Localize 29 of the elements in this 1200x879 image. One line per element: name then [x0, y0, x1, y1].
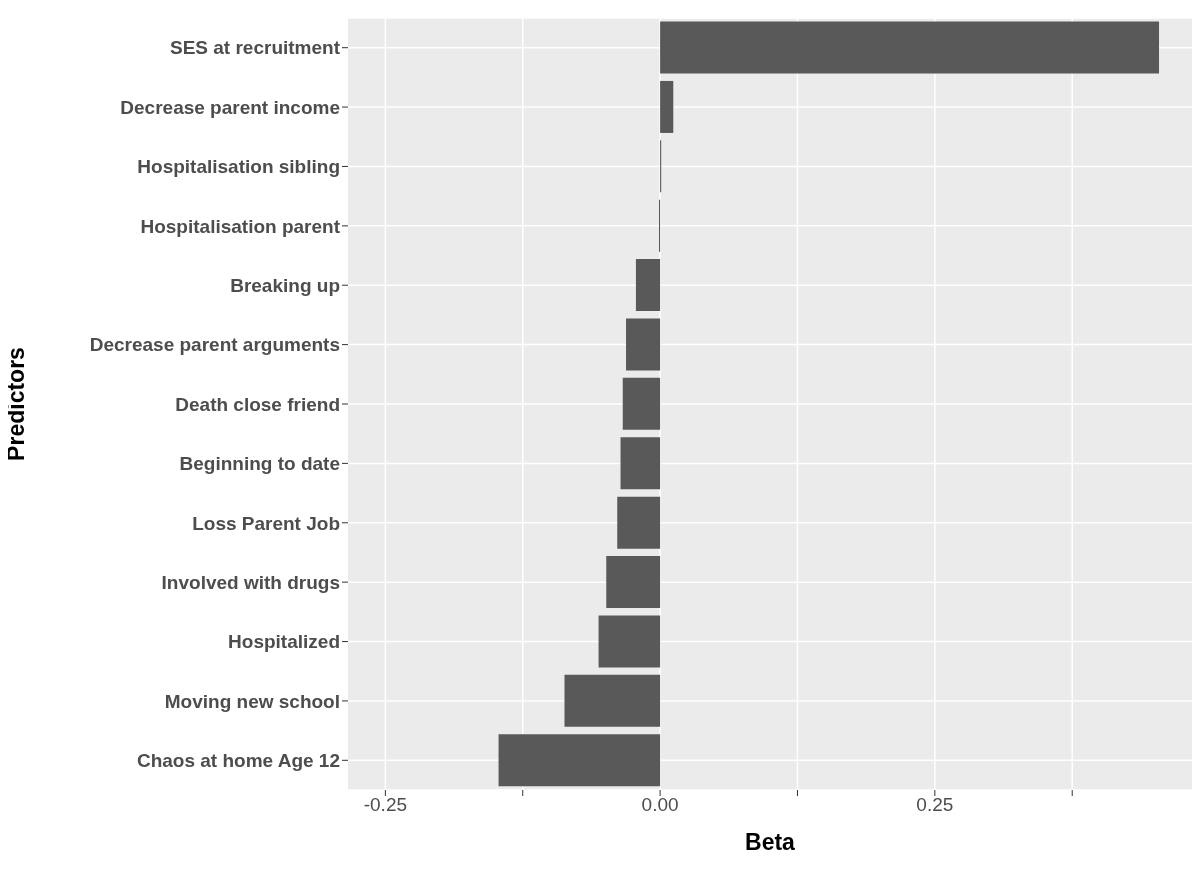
- y-tick-label: Beginning to date: [179, 453, 340, 475]
- y-tick-label: Moving new school: [164, 690, 340, 712]
- bar: [622, 377, 661, 430]
- x-tick-label: -0.25: [363, 794, 408, 816]
- y-tick-label: Decrease parent income: [120, 96, 340, 118]
- y-tick-label: SES at recruitment: [170, 37, 341, 59]
- y-tick-label: Death close friend: [175, 393, 340, 415]
- y-tick-label: Hospitalisation parent: [140, 215, 341, 237]
- y-tick-label: Decrease parent arguments: [89, 334, 340, 356]
- bar: [564, 674, 661, 727]
- bar: [660, 21, 1160, 74]
- y-tick-label: Chaos at home Age 12: [136, 750, 340, 772]
- bar: [498, 734, 661, 787]
- bar: [620, 437, 661, 490]
- bar: [660, 80, 674, 133]
- x-tick-label: 0.00: [641, 794, 679, 816]
- y-tick-label: Breaking up: [230, 274, 340, 296]
- y-axis-title: Predictors: [3, 347, 30, 461]
- x-tick-label: 0.25: [916, 794, 954, 816]
- bar: [617, 496, 661, 549]
- y-tick-label: Hospitalized: [228, 631, 340, 653]
- y-tick-label: Involved with drugs: [161, 571, 340, 593]
- bar: [598, 615, 661, 668]
- y-tick-label: Loss Parent Job: [192, 512, 340, 534]
- bar: [635, 259, 661, 312]
- bar: [626, 318, 661, 371]
- bar: [606, 556, 661, 609]
- y-tick-label: Hospitalisation sibling: [137, 156, 340, 178]
- x-axis-title: Beta: [745, 829, 796, 855]
